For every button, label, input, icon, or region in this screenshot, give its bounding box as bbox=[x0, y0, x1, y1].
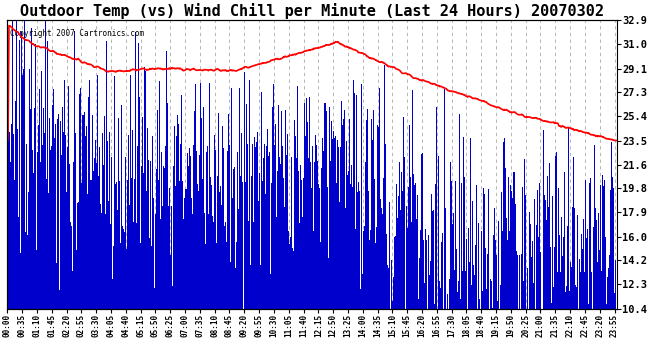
Title: Outdoor Temp (vs) Wind Chill per Minute (Last 24 Hours) 20070302: Outdoor Temp (vs) Wind Chill per Minute … bbox=[20, 3, 604, 19]
Text: Copyright 2007 Cartronics.com: Copyright 2007 Cartronics.com bbox=[10, 29, 144, 38]
